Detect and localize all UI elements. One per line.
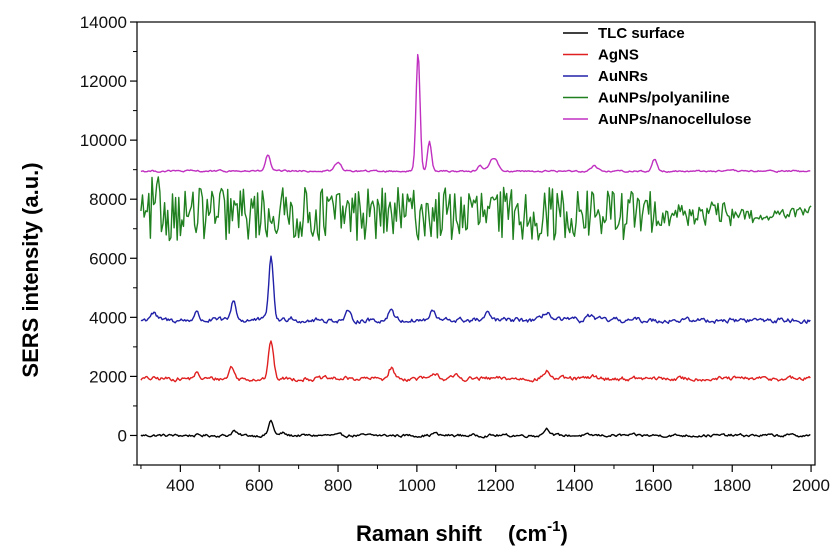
y-tick-label: 14000 [80,13,127,32]
x-axis-title: Raman shift [356,521,483,546]
series-line [140,53,811,174]
y-tick-label: 12000 [80,72,127,91]
y-tick-label: 10000 [80,131,127,150]
legend-entry: AuNRs [598,68,648,85]
legend-entry: AgNS [598,47,639,64]
x-tick-label: 1400 [556,476,594,495]
series-line [140,419,811,439]
y-tick-label: 0 [118,426,127,445]
x-tick-label: 800 [324,476,352,495]
x-axis-unit-close: ) [560,521,567,546]
legend-entry: TLC surface [598,25,685,42]
plot-frame [136,21,816,466]
y-tick-label: 4000 [89,308,127,327]
x-tick-label: 600 [245,476,273,495]
x-tick-label: 1200 [477,476,515,495]
series-line [140,176,812,242]
x-tick-label: 400 [166,476,194,495]
x-tick-label: 1800 [713,476,751,495]
y-axis-title: SERS intensity (a.u.) [18,162,43,377]
y-tick-label: 8000 [89,190,127,209]
series-line [140,255,811,325]
y-tick-label: 2000 [89,367,127,386]
legend: TLC surface AgNS AuNRs AuNPs/polyaniline AuN… [563,25,751,128]
x-tick-label: 2000 [792,476,830,495]
y-tick-label: 6000 [89,249,127,268]
plot-area [136,21,816,466]
x-tick-label: 1600 [634,476,672,495]
legend-entry: AuNPs/nanocellulose [598,111,751,128]
legend-entry: AuNPs/polyaniline [598,90,730,107]
axes-layer: 0 2000 4000 6000 8000 10000 12000 14000 400 600 80… [80,13,830,495]
x-axis-unit-base: (cm [508,521,547,546]
series-line [140,340,811,383]
series-layer [140,53,812,439]
x-axis-unit: (cm-1) [508,518,568,546]
x-tick-label: 1000 [398,476,436,495]
x-axis-unit-exponent: -1 [547,518,560,535]
